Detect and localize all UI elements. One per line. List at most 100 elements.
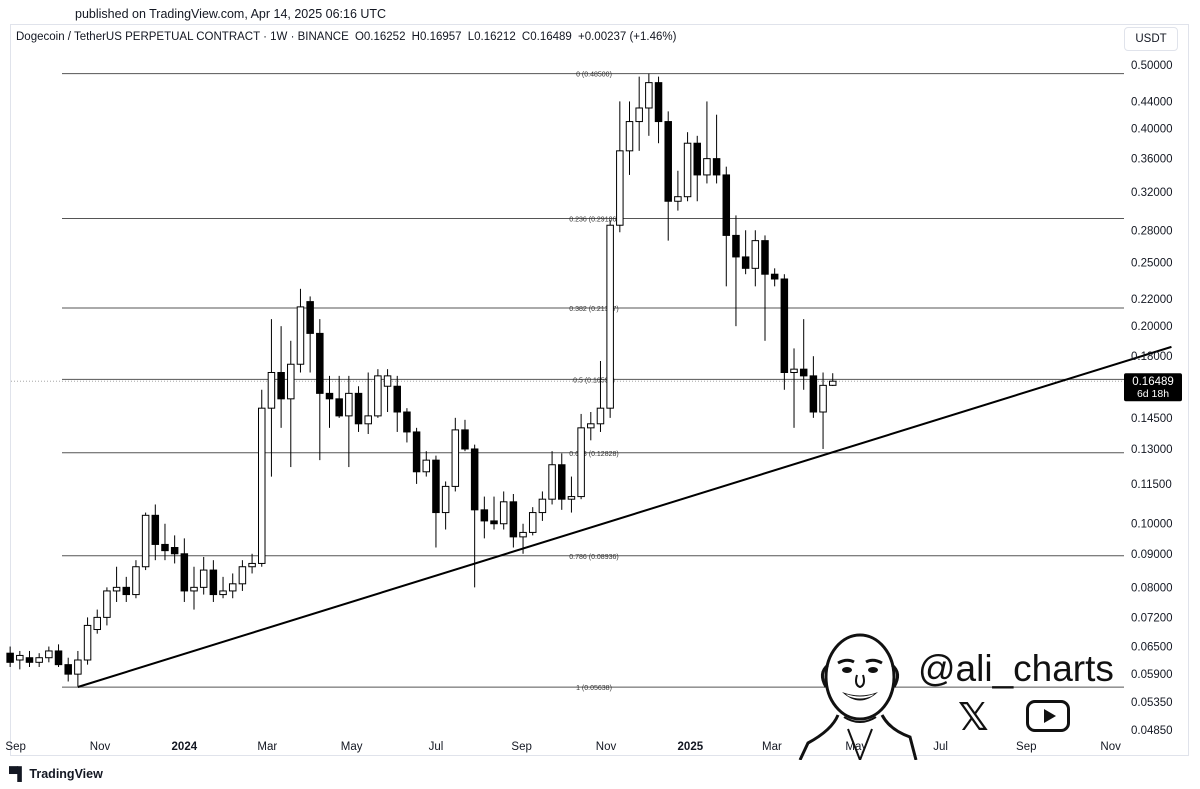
- y-axis-tick-label: 0.13000: [1131, 444, 1173, 456]
- candle[interactable]: [45, 646, 53, 663]
- candle[interactable]: [490, 496, 498, 530]
- candle[interactable]: [509, 494, 518, 548]
- candle[interactable]: [83, 617, 92, 665]
- candle[interactable]: [645, 73, 653, 136]
- candle[interactable]: [228, 573, 237, 599]
- x-axis-tick-label: Sep: [1016, 741, 1036, 753]
- candle[interactable]: [364, 372, 372, 435]
- candle[interactable]: [93, 609, 101, 634]
- candle[interactable]: [64, 657, 72, 682]
- candle[interactable]: [151, 504, 160, 561]
- candle[interactable]: [461, 419, 469, 452]
- candle[interactable]: [538, 491, 547, 521]
- tradingview-logo[interactable]: ▀▌ TradingView: [9, 766, 103, 781]
- candle[interactable]: [374, 369, 382, 418]
- candle[interactable]: [606, 220, 614, 418]
- candle[interactable]: [238, 560, 247, 591]
- candle[interactable]: [74, 650, 82, 687]
- candle[interactable]: [54, 644, 63, 667]
- candle[interactable]: [441, 481, 450, 530]
- candle[interactable]: [403, 408, 411, 443]
- candle[interactable]: [741, 230, 750, 275]
- candle[interactable]: [316, 319, 324, 461]
- candle[interactable]: [451, 417, 460, 492]
- candle[interactable]: [35, 653, 43, 667]
- candle[interactable]: [219, 576, 227, 599]
- candle[interactable]: [703, 101, 711, 184]
- candle[interactable]: [112, 566, 121, 602]
- candle[interactable]: [287, 340, 295, 468]
- candle[interactable]: [6, 646, 14, 667]
- candle[interactable]: [267, 319, 276, 477]
- candle[interactable]: [761, 235, 769, 341]
- candle[interactable]: [470, 444, 479, 588]
- candle[interactable]: [383, 369, 392, 413]
- y-axis-tick-label: 0.50000: [1131, 60, 1173, 72]
- candle[interactable]: [722, 166, 731, 287]
- candle[interactable]: [712, 114, 721, 184]
- candle[interactable]: [683, 132, 692, 202]
- candle[interactable]: [616, 101, 624, 233]
- candle[interactable]: [751, 230, 760, 287]
- candle[interactable]: [354, 386, 363, 432]
- candle[interactable]: [567, 476, 576, 513]
- candle[interactable]: [393, 375, 401, 432]
- candle[interactable]: [25, 650, 34, 667]
- candle[interactable]: [345, 375, 353, 468]
- candle[interactable]: [335, 375, 343, 418]
- candle[interactable]: [412, 427, 421, 484]
- candle[interactable]: [277, 326, 285, 428]
- candle[interactable]: [625, 101, 634, 175]
- candle[interactable]: [122, 576, 131, 602]
- candle[interactable]: [170, 535, 179, 564]
- candle[interactable]: [141, 512, 150, 571]
- candle[interactable]: [732, 215, 740, 327]
- candle[interactable]: [132, 560, 140, 599]
- candle[interactable]: [528, 507, 537, 536]
- candle[interactable]: [790, 348, 798, 428]
- candle-body-up: [635, 107, 643, 123]
- symbol-header: Dogecoin / TetherUS PERPETUAL CONTRACT ·…: [16, 31, 679, 43]
- candle-body-up: [296, 306, 305, 365]
- candle[interactable]: [770, 268, 779, 287]
- candle[interactable]: [258, 389, 266, 567]
- candle-body-up: [383, 375, 392, 387]
- candle[interactable]: [693, 135, 701, 202]
- candle[interactable]: [248, 553, 256, 574]
- candle[interactable]: [325, 375, 334, 428]
- candle[interactable]: [664, 111, 672, 241]
- candle[interactable]: [780, 274, 789, 390]
- candle-body-up: [83, 624, 92, 661]
- candle[interactable]: [828, 373, 837, 387]
- candle[interactable]: [190, 566, 198, 610]
- candle[interactable]: [480, 496, 489, 539]
- candle[interactable]: [674, 170, 682, 211]
- support-trendline[interactable]: [77, 345, 1172, 688]
- x-icon: 𝕏: [958, 695, 989, 739]
- candle[interactable]: [16, 650, 24, 670]
- candle[interactable]: [819, 372, 827, 449]
- candle[interactable]: [635, 76, 643, 151]
- candle[interactable]: [199, 556, 208, 595]
- candle[interactable]: [519, 523, 527, 554]
- candle[interactable]: [161, 523, 169, 561]
- candle[interactable]: [799, 319, 808, 390]
- candle[interactable]: [577, 413, 585, 500]
- candle[interactable]: [558, 453, 566, 510]
- candle[interactable]: [422, 451, 431, 477]
- candle[interactable]: [596, 360, 605, 432]
- candle[interactable]: [180, 538, 189, 602]
- candle[interactable]: [654, 76, 663, 144]
- candle[interactable]: [209, 560, 218, 602]
- candle[interactable]: [432, 455, 440, 548]
- candle[interactable]: [296, 288, 305, 373]
- candle[interactable]: [103, 587, 111, 626]
- candle[interactable]: [499, 491, 508, 530]
- candle[interactable]: [587, 412, 595, 441]
- candle-body-down: [64, 664, 72, 675]
- candle[interactable]: [548, 451, 556, 505]
- currency-button[interactable]: USDT: [1124, 27, 1178, 51]
- candle[interactable]: [809, 356, 818, 418]
- candle[interactable]: [306, 296, 314, 373]
